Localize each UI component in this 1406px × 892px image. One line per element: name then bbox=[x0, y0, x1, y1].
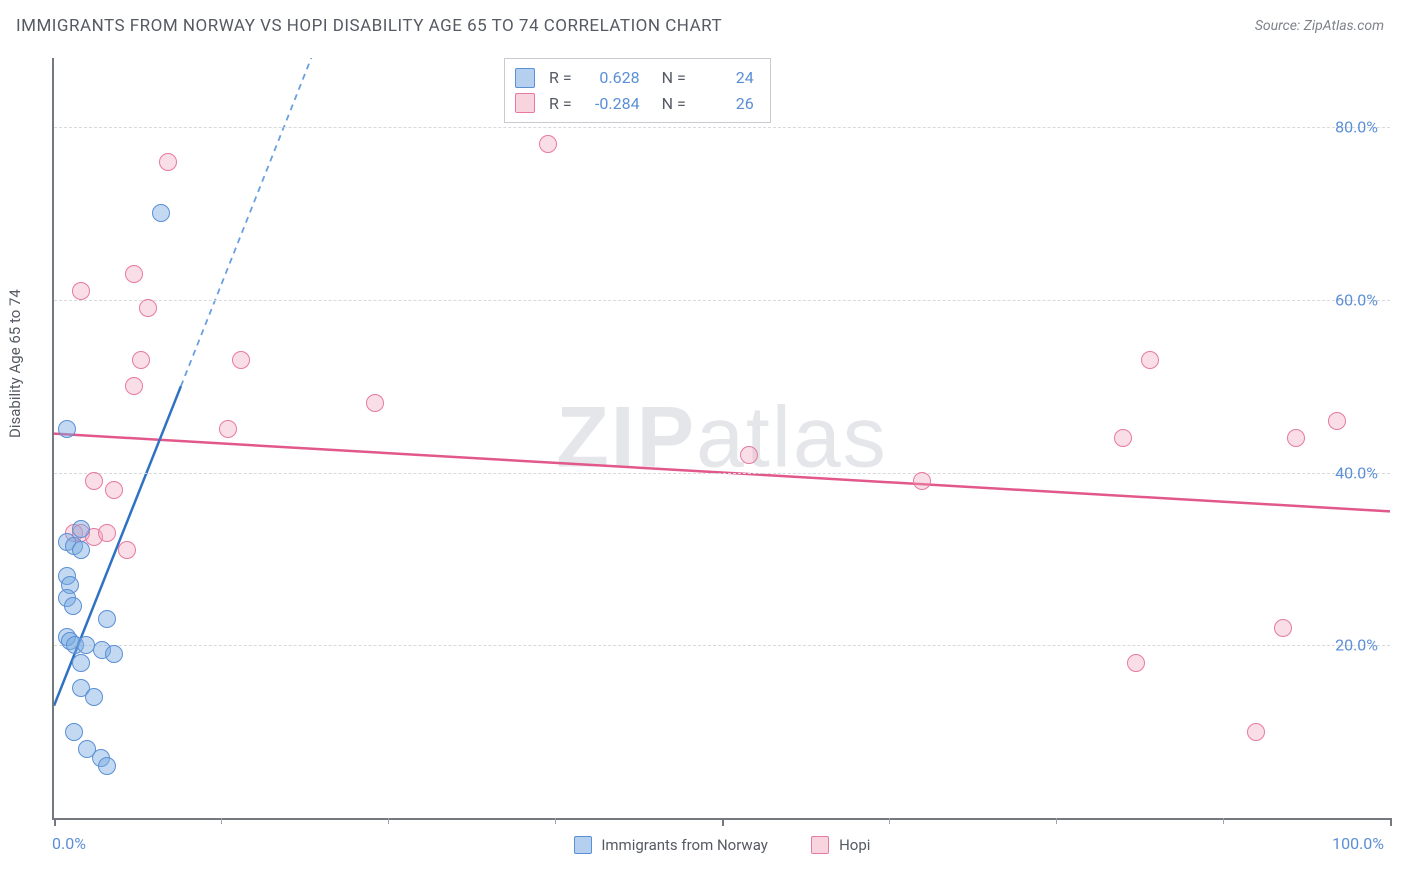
scatter-point bbox=[65, 723, 83, 741]
scatter-point bbox=[118, 541, 136, 559]
legend-swatch-pink bbox=[811, 836, 829, 854]
scatter-point bbox=[85, 472, 103, 490]
legend-r-value-1: 0.628 bbox=[582, 65, 640, 91]
legend-swatch-blue bbox=[574, 836, 592, 854]
gridline-h bbox=[54, 645, 1390, 646]
scatter-point bbox=[132, 351, 150, 369]
scatter-point bbox=[125, 265, 143, 283]
x-tick-major bbox=[722, 818, 724, 826]
x-tick-minor bbox=[889, 818, 890, 824]
x-axis-min-label: 0.0% bbox=[52, 834, 86, 853]
scatter-point bbox=[152, 204, 170, 222]
x-tick-minor bbox=[555, 818, 556, 824]
scatter-point bbox=[125, 377, 143, 395]
scatter-point bbox=[1287, 429, 1305, 447]
legend-row-series1: R = 0.628 N = 24 bbox=[515, 65, 754, 91]
legend-series1-label: Immigrants from Norway bbox=[601, 836, 768, 854]
scatter-point bbox=[98, 524, 116, 542]
source-attribution: Source: ZipAtlas.com bbox=[1255, 18, 1384, 34]
scatter-point bbox=[539, 135, 557, 153]
chart-title: IMMIGRANTS FROM NORWAY VS HOPI DISABILIT… bbox=[16, 16, 722, 36]
y-tick-label: 40.0% bbox=[1335, 463, 1378, 482]
scatter-point bbox=[1328, 412, 1346, 430]
x-tick-minor bbox=[1223, 818, 1224, 824]
y-axis-label: Disability Age 65 to 74 bbox=[6, 289, 24, 438]
legend-r-label: R = bbox=[549, 91, 572, 117]
trend-lines-layer bbox=[54, 58, 1390, 818]
scatter-point bbox=[1127, 654, 1145, 672]
scatter-point bbox=[72, 541, 90, 559]
legend-row-series2: R = -0.284 N = 26 bbox=[515, 91, 754, 117]
scatter-point bbox=[1141, 351, 1159, 369]
x-tick-minor bbox=[388, 818, 389, 824]
legend-swatch-blue bbox=[515, 68, 535, 88]
legend-n-value-1: 24 bbox=[696, 65, 754, 91]
scatter-point bbox=[98, 757, 116, 775]
legend-r-label: R = bbox=[549, 65, 572, 91]
scatter-point bbox=[219, 420, 237, 438]
scatter-point bbox=[159, 153, 177, 171]
scatter-point bbox=[1247, 723, 1265, 741]
scatter-point bbox=[105, 645, 123, 663]
legend-series2-label: Hopi bbox=[839, 836, 870, 854]
legend-n-label: N = bbox=[662, 65, 686, 91]
legend-swatch-pink bbox=[515, 93, 535, 113]
watermark-thin: atlas bbox=[696, 390, 888, 486]
scatter-point bbox=[139, 299, 157, 317]
scatter-point bbox=[72, 654, 90, 672]
scatter-point bbox=[72, 282, 90, 300]
x-tick-minor bbox=[1056, 818, 1057, 824]
x-axis-max-label: 100.0% bbox=[1332, 834, 1384, 853]
y-tick-label: 80.0% bbox=[1335, 118, 1378, 137]
correlation-legend: R = 0.628 N = 24 R = -0.284 N = 26 bbox=[504, 58, 771, 123]
scatter-point bbox=[740, 446, 758, 464]
scatter-point bbox=[366, 394, 384, 412]
legend-n-label: N = bbox=[662, 91, 686, 117]
gridline-h bbox=[54, 300, 1390, 301]
y-tick-label: 20.0% bbox=[1335, 636, 1378, 655]
x-tick-minor bbox=[221, 818, 222, 824]
scatter-point bbox=[58, 420, 76, 438]
scatter-point bbox=[64, 597, 82, 615]
scatter-point bbox=[85, 688, 103, 706]
gridline-h bbox=[54, 473, 1390, 474]
gridline-h bbox=[54, 127, 1390, 128]
scatter-point bbox=[913, 472, 931, 490]
scatter-point bbox=[72, 520, 90, 538]
scatter-point bbox=[232, 351, 250, 369]
plot-area: ZIPatlas R = 0.628 N = 24 R = -0.284 N =… bbox=[52, 58, 1390, 820]
scatter-point bbox=[1114, 429, 1132, 447]
legend-n-value-2: 26 bbox=[696, 91, 754, 117]
series-legend: Immigrants from Norway Hopi bbox=[54, 835, 1390, 854]
scatter-point bbox=[1274, 619, 1292, 637]
y-tick-label: 60.0% bbox=[1335, 290, 1378, 309]
x-tick-major bbox=[1390, 818, 1392, 826]
scatter-point bbox=[105, 481, 123, 499]
watermark-bold: ZIP bbox=[556, 390, 696, 486]
x-tick-major bbox=[54, 818, 56, 826]
scatter-point bbox=[98, 610, 116, 628]
legend-r-value-2: -0.284 bbox=[582, 91, 640, 117]
